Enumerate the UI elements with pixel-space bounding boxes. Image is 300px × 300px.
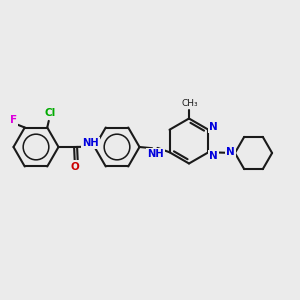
Text: O: O — [70, 161, 80, 172]
Text: F: F — [10, 115, 17, 125]
Text: NH: NH — [147, 148, 164, 159]
Text: N: N — [226, 147, 235, 158]
Text: N: N — [209, 122, 218, 132]
Text: Cl: Cl — [45, 108, 56, 118]
Text: N: N — [209, 151, 218, 161]
Text: NH: NH — [82, 137, 99, 148]
Text: CH₃: CH₃ — [181, 99, 198, 108]
